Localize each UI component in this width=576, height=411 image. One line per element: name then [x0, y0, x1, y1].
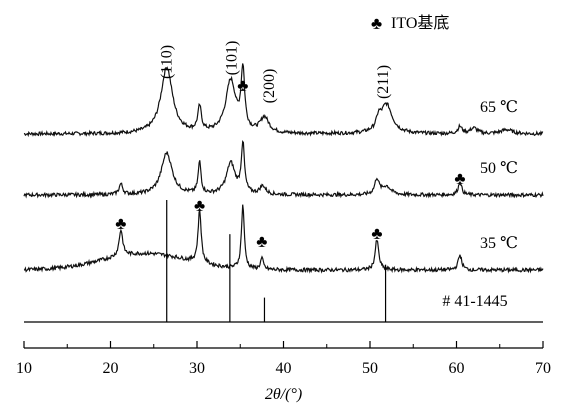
series-label: 35 ℃ — [480, 235, 518, 252]
x-tick-label: 20 — [103, 360, 119, 377]
x-tick-label: 30 — [189, 360, 205, 377]
x-tick-label: 10 — [16, 360, 32, 377]
ito-marker-club-icon: ♣ — [454, 169, 465, 188]
x-ticks: 10 20 30 40 50 60 70 — [16, 341, 551, 377]
series-group — [23, 63, 544, 274]
x-tick-label: 60 — [449, 360, 465, 377]
reference-pattern: # 41-1445 — [24, 200, 543, 323]
series-line — [23, 140, 544, 199]
peak-annotation: (200) — [261, 69, 278, 104]
series-label: 65 ℃ — [480, 99, 518, 116]
series-labels: 65 ℃ 50 ℃ 35 ℃ — [480, 99, 518, 252]
ito-marker-club-icon: ♣ — [237, 76, 248, 95]
legend-marker-club-icon: ♣ — [371, 14, 382, 33]
ito-marker-club-icon: ♣ — [115, 214, 126, 233]
ito-marker-club-icon: ♣ — [371, 224, 382, 243]
peak-annotation: (211) — [375, 65, 392, 99]
ito-markers: ♣ ♣ ♣ ♣ ♣ ♣ — [115, 76, 465, 251]
peak-annotation: (101) — [223, 41, 240, 76]
ito-marker-club-icon: ♣ — [256, 232, 267, 251]
ito-marker-club-icon: ♣ — [194, 196, 205, 215]
series-label: 50 ℃ — [480, 160, 518, 177]
series-line — [23, 63, 544, 138]
reference-label: # 41-1445 — [442, 293, 507, 310]
legend: ♣ ITO基底 — [371, 14, 449, 33]
legend-label: ITO基底 — [391, 14, 449, 32]
x-tick-label: 50 — [362, 360, 378, 377]
x-axis: 10 20 30 40 50 60 70 2θ/(°) — [16, 341, 551, 403]
x-tick-label: 40 — [276, 360, 292, 377]
x-tick-label: 70 — [535, 360, 551, 377]
series-line — [23, 204, 544, 274]
peak-annotation: (110) — [158, 45, 175, 79]
peak-annotations: (110) (101) (200) (211) — [158, 41, 392, 104]
x-axis-label: 2θ/(°) — [265, 386, 302, 403]
